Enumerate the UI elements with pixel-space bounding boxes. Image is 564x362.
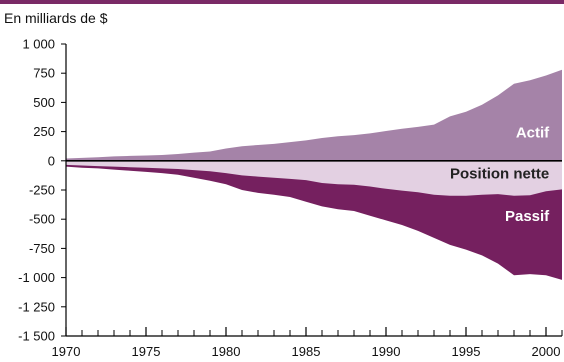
series-label-position-nette: Position nette [450, 165, 549, 182]
x-tick-label: 1990 [372, 344, 401, 359]
x-tick-label: 1980 [212, 344, 241, 359]
series-area-actif [66, 69, 562, 161]
x-tick-label: 1995 [452, 344, 481, 359]
y-tick-label: 500 [33, 95, 55, 110]
y-tick-label: 1 000 [22, 37, 55, 52]
y-tick-label: -1 500 [18, 329, 55, 344]
y-tick-label: -1 000 [18, 270, 55, 285]
y-tick-label: -1 250 [18, 299, 55, 314]
top-accent-bar [0, 0, 564, 4]
x-tick-label: 1975 [132, 344, 161, 359]
y-tick-label: -500 [29, 212, 55, 227]
unit-label: En milliards de $ [4, 10, 108, 26]
series-label-passif: Passif [505, 208, 550, 225]
y-tick-label: -750 [29, 241, 55, 256]
y-tick-label: 0 [48, 153, 55, 168]
x-tick-label: 2000 [532, 344, 561, 359]
x-tick-label: 1970 [52, 344, 81, 359]
y-tick-label: 750 [33, 66, 55, 81]
series-labels: Actif Position nette Passif [450, 124, 550, 225]
series-label-actif: Actif [516, 124, 550, 141]
axes: 1 000 750 500 250 0 -250 -500 -750 -1 000 -1 250 -… [18, 37, 563, 359]
y-tick-label: 250 [33, 124, 55, 139]
series-areas [66, 69, 562, 280]
y-tick-label: -250 [29, 183, 55, 198]
series-area-position-nette [66, 160, 562, 196]
x-tick-label: 1985 [292, 344, 321, 359]
